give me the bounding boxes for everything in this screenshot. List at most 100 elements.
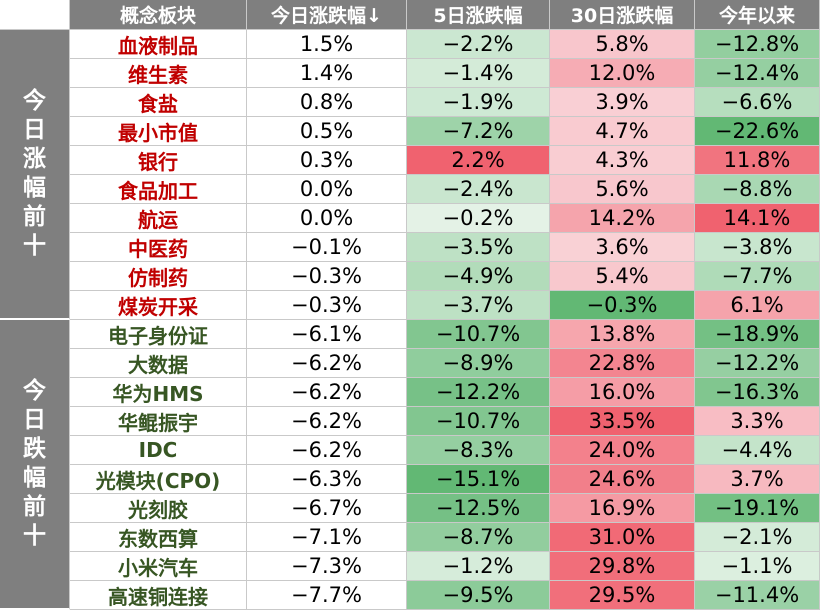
value-cell: −7.1% — [247, 523, 407, 552]
group-label: 今日涨幅前十 — [0, 30, 70, 320]
value-cell: 24.0% — [550, 436, 695, 465]
value-cell: −7.2% — [407, 117, 550, 146]
sector-name: IDC — [70, 436, 247, 465]
value-cell: −6.1% — [247, 320, 407, 349]
value-cell: −6.2% — [247, 407, 407, 436]
value-cell: −8.3% — [407, 436, 550, 465]
value-cell: 29.8% — [550, 552, 695, 581]
value-cell: 3.3% — [695, 407, 820, 436]
value-cell: −0.3% — [247, 291, 407, 320]
value-cell: −12.2% — [407, 378, 550, 407]
value-cell: −6.6% — [695, 88, 820, 117]
value-cell: −0.3% — [550, 291, 695, 320]
sector-name: 光刻胶 — [70, 494, 247, 523]
value-cell: −18.9% — [695, 320, 820, 349]
sector-name: 大数据 — [70, 349, 247, 378]
value-cell: −2.4% — [407, 175, 550, 204]
value-cell: −2.2% — [407, 30, 550, 59]
value-cell: 3.7% — [695, 465, 820, 494]
value-cell: −15.1% — [407, 465, 550, 494]
value-cell: 14.1% — [695, 204, 820, 233]
group-label: 今日跌幅前十 — [0, 320, 70, 610]
value-cell: −3.8% — [695, 233, 820, 262]
value-cell: 0.0% — [247, 204, 407, 233]
sector-name: 中医药 — [70, 233, 247, 262]
sector-name: 仿制药 — [70, 262, 247, 291]
column-header: 30日涨跌幅 — [550, 0, 695, 30]
value-cell: 0.5% — [247, 117, 407, 146]
value-cell: −0.2% — [407, 204, 550, 233]
column-header: 今年以来 — [695, 0, 820, 30]
value-cell: −3.7% — [407, 291, 550, 320]
sector-name: 最小市值 — [70, 117, 247, 146]
value-cell: −2.1% — [695, 523, 820, 552]
sector-name: 血液制品 — [70, 30, 247, 59]
value-cell: −1.1% — [695, 552, 820, 581]
value-cell: −6.2% — [247, 436, 407, 465]
value-cell: 31.0% — [550, 523, 695, 552]
value-cell: −10.7% — [407, 320, 550, 349]
value-cell: 1.4% — [247, 59, 407, 88]
sector-name: 华鲲振宇 — [70, 407, 247, 436]
sector-name: 维生素 — [70, 59, 247, 88]
value-cell: −12.4% — [695, 59, 820, 88]
value-cell: 5.6% — [550, 175, 695, 204]
value-cell: −6.2% — [247, 378, 407, 407]
column-header: 5日涨跌幅 — [407, 0, 550, 30]
value-cell: −8.9% — [407, 349, 550, 378]
sector-name: 光模块(CPO) — [70, 465, 247, 494]
value-cell: 22.8% — [550, 349, 695, 378]
value-cell: −11.4% — [695, 581, 820, 610]
sector-name: 食盐 — [70, 88, 247, 117]
sector-name: 华为HMS — [70, 378, 247, 407]
value-cell: −12.8% — [695, 30, 820, 59]
value-cell: 33.5% — [550, 407, 695, 436]
value-cell: 5.4% — [550, 262, 695, 291]
sector-name: 电子身份证 — [70, 320, 247, 349]
value-cell: 4.3% — [550, 146, 695, 175]
value-cell: 3.9% — [550, 88, 695, 117]
value-cell: −0.1% — [247, 233, 407, 262]
value-cell: −10.7% — [407, 407, 550, 436]
value-cell: 0.3% — [247, 146, 407, 175]
sector-name: 东数西算 — [70, 523, 247, 552]
value-cell: −1.4% — [407, 59, 550, 88]
value-cell: −1.9% — [407, 88, 550, 117]
value-cell: 16.9% — [550, 494, 695, 523]
sector-name: 高速铜连接 — [70, 581, 247, 610]
value-cell: −4.9% — [407, 262, 550, 291]
value-cell: 5.8% — [550, 30, 695, 59]
value-cell: 4.7% — [550, 117, 695, 146]
value-cell: 13.8% — [550, 320, 695, 349]
sector-name: 银行 — [70, 146, 247, 175]
column-header: 今日涨跌幅↓ — [247, 0, 407, 30]
value-cell: 16.0% — [550, 378, 695, 407]
value-cell: 1.5% — [247, 30, 407, 59]
value-cell: −19.1% — [695, 494, 820, 523]
value-cell: −3.5% — [407, 233, 550, 262]
value-cell: 29.5% — [550, 581, 695, 610]
column-header: 概念板块 — [70, 0, 247, 30]
sector-name: 航运 — [70, 204, 247, 233]
value-cell: −12.2% — [695, 349, 820, 378]
value-cell: −7.7% — [695, 262, 820, 291]
header-corner — [0, 0, 70, 30]
value-cell: −6.3% — [247, 465, 407, 494]
value-cell: −0.3% — [247, 262, 407, 291]
value-cell: −6.7% — [247, 494, 407, 523]
value-cell: −8.8% — [695, 175, 820, 204]
value-cell: −9.5% — [407, 581, 550, 610]
value-cell: −16.3% — [695, 378, 820, 407]
value-cell: 6.1% — [695, 291, 820, 320]
value-cell: −22.6% — [695, 117, 820, 146]
value-cell: 14.2% — [550, 204, 695, 233]
sector-name: 食品加工 — [70, 175, 247, 204]
value-cell: 24.6% — [550, 465, 695, 494]
value-cell: −6.2% — [247, 349, 407, 378]
sector-name: 煤炭开采 — [70, 291, 247, 320]
value-cell: 11.8% — [695, 146, 820, 175]
value-cell: −7.3% — [247, 552, 407, 581]
value-cell: 0.0% — [247, 175, 407, 204]
value-cell: −4.4% — [695, 436, 820, 465]
